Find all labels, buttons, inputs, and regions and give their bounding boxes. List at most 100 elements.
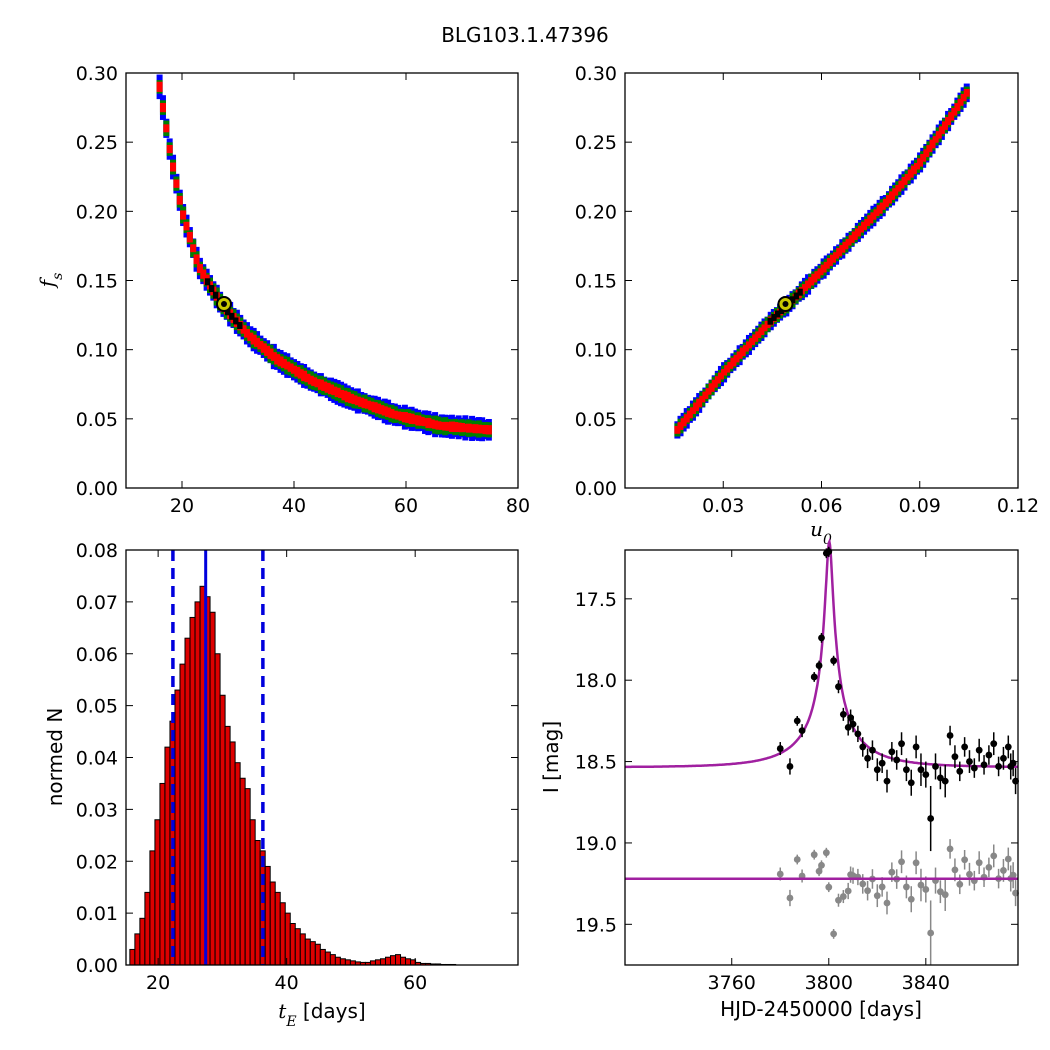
contour-inner-cell xyxy=(462,423,469,432)
contour-inner-cell xyxy=(257,341,264,350)
histogram-bar xyxy=(209,611,216,966)
best-fit-marker-center xyxy=(221,301,227,308)
residual-point xyxy=(946,845,954,853)
contour-inner-cell xyxy=(301,370,308,382)
contour-inner-cell xyxy=(951,107,958,116)
residual-point xyxy=(864,887,871,895)
data-point xyxy=(912,743,920,751)
y-tick-label: 0.15 xyxy=(575,271,617,293)
contour-inner-cell xyxy=(674,426,681,434)
residual-point xyxy=(830,930,838,938)
contour-inner-cell xyxy=(408,413,415,424)
contour-inner-cell xyxy=(879,202,886,210)
histogram-bar xyxy=(334,956,341,966)
residual-point xyxy=(839,893,847,900)
data-point xyxy=(883,777,891,785)
histogram-bar xyxy=(214,653,221,966)
contour-inner-cell xyxy=(388,409,395,418)
residual-point xyxy=(966,870,973,878)
contour-inner-cell xyxy=(448,421,455,432)
contour-inner-cell xyxy=(699,395,706,403)
residual-point xyxy=(961,856,969,864)
data-point xyxy=(815,662,823,669)
data-point xyxy=(1009,759,1017,767)
contour-inner-cell xyxy=(193,254,200,265)
contour-inner-cell xyxy=(314,379,321,388)
contour-inner-cell xyxy=(254,337,261,347)
data-point xyxy=(961,743,969,751)
data-point xyxy=(786,763,794,770)
data-point xyxy=(917,766,925,774)
y-tick-label: 0.06 xyxy=(76,644,118,666)
contour-inner-cell xyxy=(422,418,429,427)
histogram-bar xyxy=(184,637,191,966)
contour-inner-cell xyxy=(243,328,250,338)
contour-inner-cell xyxy=(264,345,271,356)
contour-inner-cell xyxy=(375,403,381,414)
histogram-bar xyxy=(329,954,336,966)
contour-inner-cell xyxy=(425,417,432,429)
data-point xyxy=(793,717,801,725)
data-point xyxy=(975,746,983,754)
data-point xyxy=(985,751,993,759)
y-tick-label: 19.5 xyxy=(575,914,617,936)
histogram-bar xyxy=(159,782,166,966)
histogram-bar xyxy=(264,865,271,966)
light-curve-xlabel: HJD-2450000 [days] xyxy=(720,997,922,1021)
histogram-bar xyxy=(179,663,186,966)
contour-inner-cell xyxy=(745,341,752,349)
contour-core-cell xyxy=(237,322,243,330)
contour-core-cell xyxy=(229,312,235,320)
residual-point xyxy=(835,896,842,904)
data-point xyxy=(854,730,862,738)
contour-inner-cell xyxy=(736,351,743,359)
y-tick-label: 0.08 xyxy=(76,540,118,562)
contour-inner-cell xyxy=(935,131,942,139)
residual-point xyxy=(941,891,949,899)
contour-inner-cell xyxy=(963,89,970,97)
fs-vs-u0-xlabel: u0 xyxy=(810,517,832,548)
histogram-bar xyxy=(189,616,196,966)
contour-inner-cell xyxy=(898,180,905,189)
contour-inner-cell xyxy=(284,361,291,370)
contour-inner-cell xyxy=(270,352,277,361)
contour-inner-cell xyxy=(240,325,247,334)
residual-point xyxy=(844,887,852,895)
contour-inner-cell xyxy=(294,366,301,377)
data-point xyxy=(995,763,1002,770)
contour-inner-cell xyxy=(901,176,908,185)
figure-title: BLG103.1.47396 xyxy=(441,23,609,47)
residual-point xyxy=(818,861,825,869)
data-point xyxy=(941,777,949,785)
contour-inner-cell xyxy=(472,424,479,434)
contour-inner-cell xyxy=(857,225,864,233)
contour-inner-cell xyxy=(870,212,877,220)
x-tick-label: 60 xyxy=(403,972,427,994)
contour-inner-cell xyxy=(811,273,818,283)
contour-inner-cell xyxy=(920,154,927,162)
te-histogram-panel: 20 40 60 0.00 0.01 0.02 0.03 0.04 0.05 0.06 0.07 0.… xyxy=(43,540,519,1030)
residual-point xyxy=(936,888,944,896)
histogram-bar xyxy=(395,954,402,966)
contour-core-cell xyxy=(797,288,803,296)
residual-point xyxy=(1009,871,1017,879)
data-point xyxy=(1004,743,1012,751)
contour-inner-cell xyxy=(267,348,274,359)
histogram-bar xyxy=(289,923,296,966)
data-point xyxy=(903,766,910,774)
y-tick-label: 0.10 xyxy=(575,340,617,362)
y-tick-label: 0.00 xyxy=(76,955,118,977)
histogram-bar xyxy=(284,912,291,966)
contour-inner-cell xyxy=(801,284,808,292)
histogram-bar xyxy=(400,956,407,966)
x-tick-label: 20 xyxy=(170,495,194,517)
data-point xyxy=(966,758,973,765)
contour-inner-cell xyxy=(401,412,408,423)
contour-inner-cell xyxy=(173,179,180,188)
contour-inner-cell xyxy=(913,162,920,170)
y-tick-label: 0.20 xyxy=(575,201,617,223)
histogram-bar xyxy=(304,938,311,966)
residual-point xyxy=(956,880,964,888)
residual-point xyxy=(888,868,896,876)
y-tick-label: 18.5 xyxy=(575,752,617,774)
